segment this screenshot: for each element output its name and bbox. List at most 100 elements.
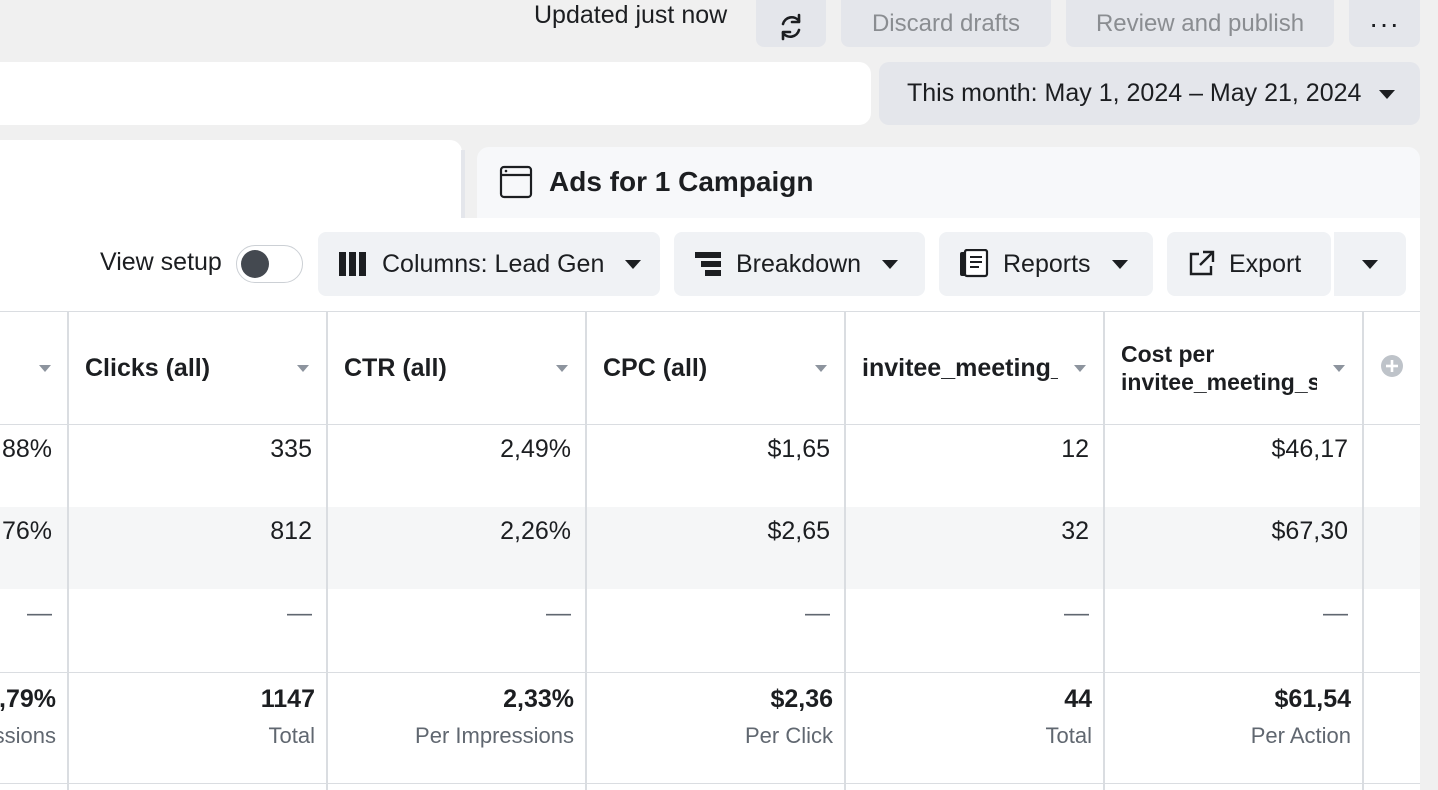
column-header-invitee[interactable]: invitee_meeting_s <box>844 312 1103 425</box>
tab-title: Ads for 1 Campaign <box>549 166 814 197</box>
reports-icon <box>959 249 989 279</box>
date-range-label: This month: May 1, 2024 – May 21, 2024 <box>907 79 1362 107</box>
cell-clicks: 335 <box>270 435 312 463</box>
more-options-button[interactable]: ··· <box>1349 0 1420 47</box>
refresh-icon <box>781 13 801 40</box>
campaigns-tab[interactable] <box>0 140 462 220</box>
column-divider <box>326 312 328 790</box>
total-cpc-sub: Per Click <box>744 723 833 748</box>
total-invitee-sub: Total <box>1045 723 1092 748</box>
column-divider <box>1103 312 1105 790</box>
cell-cost: $46,17 <box>1271 435 1348 463</box>
cell-ctr: — <box>546 599 571 627</box>
export-icon <box>1187 250 1215 278</box>
breakdown-icon <box>694 251 722 277</box>
cell-cpc: — <box>805 599 830 627</box>
total-cpc-value: $2,36 <box>770 685 833 713</box>
cell-cpc: $1,65 <box>767 435 830 463</box>
sort-caret-icon <box>1074 365 1086 372</box>
table-row[interactable]: — — — — — — <box>0 589 1420 671</box>
columns-label: Columns: Lead Gen <box>382 249 605 278</box>
export-label: Export <box>1229 249 1302 278</box>
cell-invitee: 32 <box>1061 517 1089 545</box>
total-clicks-sub: Total <box>268 723 315 748</box>
breakdown-button[interactable]: Breakdown <box>674 232 925 296</box>
scrollbar-track[interactable] <box>1420 0 1438 790</box>
sort-caret-icon <box>297 365 309 372</box>
header-label: Cost per <box>1121 341 1215 367</box>
column-divider <box>67 312 69 790</box>
header-label: CPC (all) <box>603 354 708 382</box>
cell-invitee: — <box>1064 599 1089 627</box>
date-range-picker[interactable]: This month: May 1, 2024 – May 21, 2024 <box>879 62 1420 125</box>
header-label: Clicks (all) <box>85 354 211 382</box>
caret-down-icon <box>881 259 899 270</box>
total-clicks-value: 1147 <box>260 685 315 713</box>
breakdown-label: Breakdown <box>736 249 862 278</box>
sort-caret-icon <box>1333 365 1345 372</box>
cell-first: ,76% <box>0 517 52 545</box>
ad-window-icon <box>499 165 533 199</box>
caret-down-icon <box>1379 90 1395 99</box>
column-header-clicks[interactable]: Clicks (all) <box>67 312 326 425</box>
cell-cost: — <box>1323 599 1348 627</box>
header-label-line2: invitee_meeting_s <box>1121 369 1317 395</box>
total-cost-value: $61,54 <box>1274 685 1351 713</box>
refresh-button[interactable] <box>756 0 826 47</box>
total-cost-sub: Per Action <box>1250 723 1351 748</box>
cell-first: ,88% <box>0 435 52 463</box>
cell-ctr: 2,26% <box>500 517 571 545</box>
cell-first: — <box>27 599 52 627</box>
columns-icon <box>338 251 368 277</box>
header-label: CTR (all) <box>344 354 447 382</box>
export-options-button[interactable] <box>1334 232 1406 296</box>
view-setup-toggle[interactable] <box>236 245 303 283</box>
column-header-add <box>1362 312 1420 425</box>
column-header-cpc[interactable]: CPC (all) <box>585 312 844 425</box>
table-row[interactable]: ,76% 812 2,26% $2,65 32 $67,30 <box>0 507 1420 589</box>
review-publish-button[interactable]: Review and publish <box>1066 0 1334 47</box>
column-header-cost-per[interactable]: Cost per invitee_meeting_s <box>1103 312 1362 425</box>
total-ctr-sub: Per Impressions <box>415 723 574 748</box>
total-invitee-value: 44 <box>1064 685 1092 713</box>
add-column-icon[interactable] <box>1380 354 1404 378</box>
cell-clicks: — <box>287 599 312 627</box>
cell-cpc: $2,65 <box>767 517 830 545</box>
cell-clicks: 812 <box>270 517 312 545</box>
caret-down-icon <box>1362 259 1378 269</box>
reports-label: Reports <box>1003 249 1091 278</box>
reports-button[interactable]: Reports <box>939 232 1153 296</box>
column-header-ctr[interactable]: CTR (all) <box>326 312 585 425</box>
total-first-sub: ssions <box>0 723 56 748</box>
cell-ctr: 2,49% <box>500 435 571 463</box>
column-header-first[interactable] <box>0 312 67 425</box>
cell-cost: $67,30 <box>1271 517 1348 545</box>
total-first-value: ),79% <box>0 685 56 713</box>
discard-drafts-button[interactable]: Discard drafts <box>841 0 1051 47</box>
column-divider <box>844 312 846 790</box>
table-toolbar: View setup Columns: Lead Gen Breakdown R… <box>0 218 1420 312</box>
sort-caret-icon <box>556 365 568 372</box>
caret-down-icon <box>624 259 642 270</box>
tab-divider <box>461 150 465 220</box>
view-setup-label: View setup <box>100 248 222 276</box>
tab-ads[interactable]: Ads for 1 Campaign <box>477 147 1420 227</box>
header-label: invitee_meeting_s <box>862 354 1058 382</box>
totals-row: ),79% ssions 1147 Total 2,33% Per Impres… <box>0 672 1420 784</box>
column-divider <box>1362 312 1364 790</box>
sort-caret-icon <box>815 365 827 372</box>
search-bar[interactable] <box>0 62 871 125</box>
total-ctr-value: 2,33% <box>503 685 574 713</box>
columns-button[interactable]: Columns: Lead Gen <box>318 232 660 296</box>
update-status: Updated just now <box>534 1 728 29</box>
table-row[interactable]: ,88% 335 2,49% $1,65 12 $46,17 <box>0 425 1420 507</box>
more-icon: ··· <box>1369 7 1400 39</box>
sort-caret-icon <box>39 365 51 372</box>
column-divider <box>585 312 587 790</box>
caret-down-icon <box>1111 259 1129 270</box>
cell-invitee: 12 <box>1061 435 1089 463</box>
ads-table: ,88% 335 2,49% $1,65 12 $46,17 ,76% 812 … <box>0 311 1420 790</box>
export-button[interactable]: Export <box>1167 232 1331 296</box>
toggle-knob <box>241 250 269 278</box>
